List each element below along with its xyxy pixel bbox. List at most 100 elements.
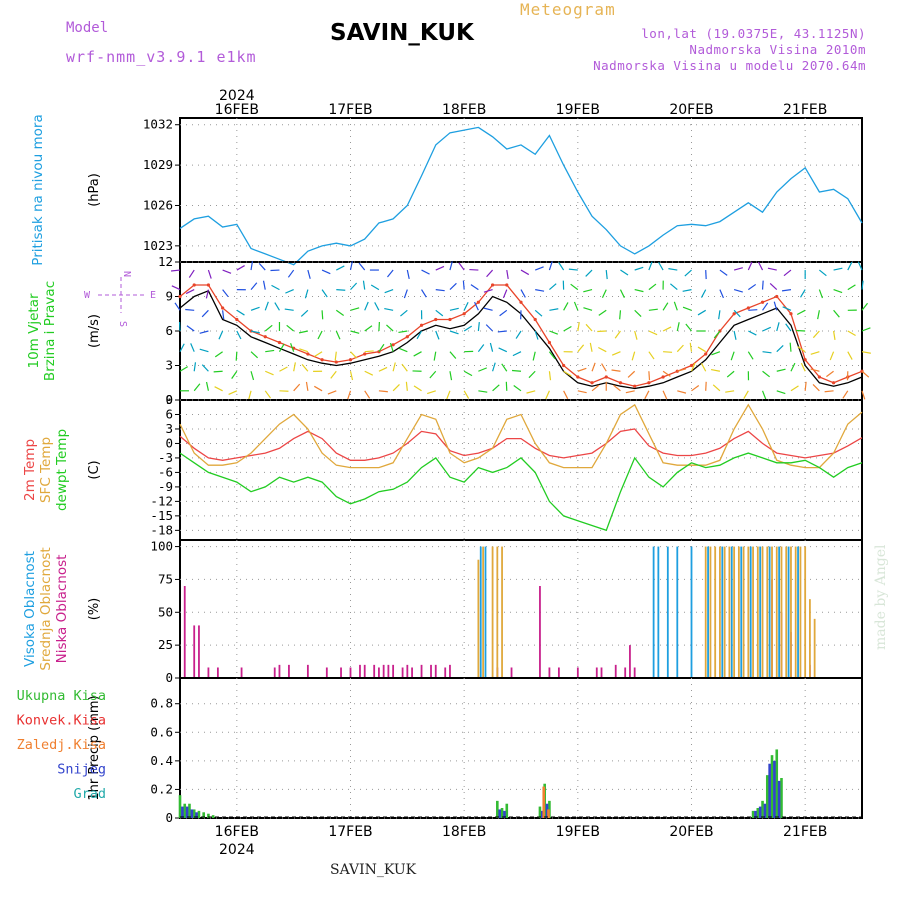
wind-barb [532, 351, 536, 361]
clouds-bar-low [434, 664, 437, 678]
y-tick-label: -3 [158, 450, 173, 465]
temperature-unit-label: (C) [87, 460, 102, 479]
y-tick-label: 0 [165, 670, 173, 685]
wind-barb [648, 351, 655, 360]
clouds-bar-mid [780, 546, 783, 678]
wind-barb [435, 289, 445, 292]
wind-barb [265, 349, 275, 353]
wind-barb [458, 262, 465, 271]
clouds-bar-high [676, 546, 679, 678]
gust-point [235, 317, 239, 322]
wind-barb [577, 367, 587, 372]
clouds-bar-low [401, 667, 404, 678]
gust-point [817, 375, 821, 379]
wind-barb [511, 369, 522, 372]
wind-barb [416, 330, 423, 340]
compass-n: N [121, 271, 132, 277]
wind-barb [625, 390, 635, 394]
gust-point [775, 294, 779, 299]
wind-barb [591, 384, 600, 392]
wind-barb [271, 284, 280, 291]
precip-bar-total [505, 803, 509, 818]
wind-barb [421, 289, 427, 298]
wind-barb [435, 330, 440, 340]
precip-bar-snow [190, 809, 194, 818]
clouds-bar-low [207, 667, 210, 678]
wind-barb [179, 343, 185, 352]
pressure-unit-label: (hPa) [87, 173, 102, 207]
clouds-bar-low [548, 667, 551, 678]
wind-barb [336, 265, 345, 271]
clouds-bar-low [240, 667, 243, 678]
wind-barb [785, 323, 792, 332]
clouds-title-2: Niska Oblacnost [54, 555, 70, 664]
clouds-bar-low [576, 667, 579, 678]
y-tick-label: 9 [165, 392, 173, 407]
wind-barb [761, 390, 767, 400]
wind-barb [186, 325, 195, 332]
wind-barb [265, 370, 274, 376]
gust-point [633, 384, 637, 388]
wind-barb [847, 351, 853, 360]
precip-panel: 0 0.2 0.4 0.6 0.8 1hr Precip (mm)Ukupna Kisa K… [17, 677, 863, 825]
clouds-bar-high [690, 546, 693, 678]
wind-barb [826, 370, 834, 378]
wind-barb [634, 330, 638, 340]
gust-point [519, 300, 523, 304]
wind-barb [861, 302, 869, 311]
clouds-bar-low [387, 664, 390, 678]
pressure-series-pressure [179, 126, 863, 266]
clouds-title-0: Visoka Oblacnost [22, 551, 38, 667]
precip-bar-snow [545, 803, 549, 818]
gust-point [462, 312, 466, 316]
wind-barb [349, 371, 354, 381]
wind-barb [358, 262, 366, 271]
wind-barb [662, 302, 669, 311]
wind-barb [585, 269, 593, 277]
precip-bar-total [183, 803, 187, 818]
wind-barb [790, 362, 796, 372]
wind-barb [748, 330, 757, 336]
precip-legend-0: Ukupna Kisa [17, 688, 106, 704]
clouds-bar-low [216, 667, 219, 678]
wind-barb [761, 280, 764, 290]
wind-barb [314, 351, 323, 357]
precip-bar-snow [763, 803, 767, 818]
time-tick-bottom: 16FEB [215, 824, 259, 840]
clouds-bar-mid [809, 599, 811, 678]
clouds-bar-low [430, 664, 432, 678]
wind-barb [218, 330, 224, 340]
wind-barb [470, 284, 479, 291]
wind-barb [534, 266, 544, 271]
wind-barb [250, 261, 254, 271]
wind-barb [712, 384, 721, 392]
wind-barb [773, 301, 778, 311]
wind-barb [389, 342, 394, 352]
gust-point [363, 352, 367, 356]
wind-barb [520, 269, 530, 276]
wind-barb [733, 267, 743, 271]
y-tick-label: 0 [165, 435, 173, 450]
wind-barb [535, 289, 545, 292]
wind-barb [258, 262, 266, 271]
wind-barb [832, 330, 836, 340]
temperature-frame [179, 399, 863, 541]
wind-barb [284, 308, 294, 311]
y-tick-label: 75 [158, 571, 173, 586]
gust-point [831, 381, 836, 385]
y-tick-label: 1032 [143, 117, 173, 132]
wind-barb [743, 390, 749, 399]
pressure-frame [179, 117, 863, 263]
wind-barb [577, 344, 585, 353]
wind-barb [364, 301, 369, 311]
wind-barb [364, 325, 373, 332]
wind-barb [662, 326, 672, 332]
wind-barb [350, 351, 358, 359]
precip-bar-total [770, 755, 774, 818]
temperature-series-sfc [179, 403, 863, 469]
wind-barb [776, 345, 784, 353]
gust-point [490, 283, 495, 287]
wind-barb [201, 364, 209, 372]
wind-barb [349, 261, 353, 271]
